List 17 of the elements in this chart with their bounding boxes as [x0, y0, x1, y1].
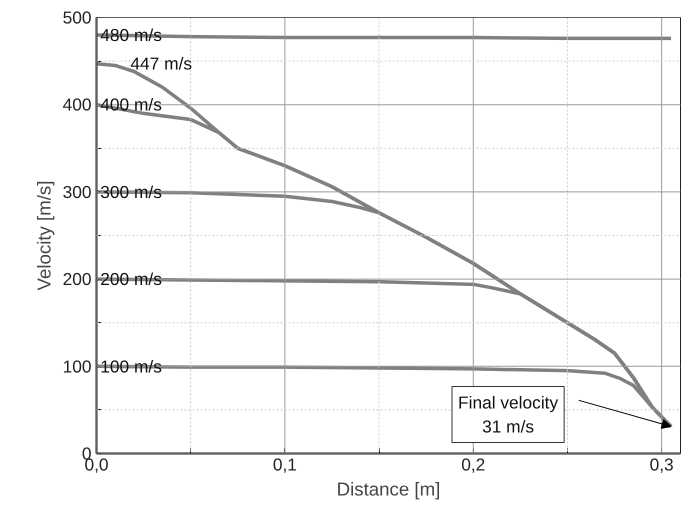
y-tick-label: 500 [62, 8, 92, 28]
annotation: 200 m/s [100, 269, 162, 290]
y-tick-label: 200 [62, 269, 92, 290]
annotation: 480 m/s [100, 24, 162, 45]
annotation: 400 m/s [100, 94, 162, 115]
x-tick-label: 0,2 [461, 454, 486, 474]
annotation: 100 m/s [100, 356, 162, 376]
y-tick-label: 400 [62, 94, 92, 115]
y-tick-label: 300 [62, 182, 92, 202]
annotation: 300 m/s [100, 182, 162, 202]
x-axis-title: Distance [m] [336, 478, 440, 500]
y-tick-label: 100 [62, 356, 92, 376]
y-axis-title: Velocity [m/s] [34, 180, 55, 290]
x-tick-label: 0,1 [272, 454, 297, 474]
x-tick-label: 0,3 [650, 454, 674, 474]
annotation: 447 m/s [130, 54, 192, 74]
annotation: Final velocity 31 m/s [458, 392, 558, 436]
